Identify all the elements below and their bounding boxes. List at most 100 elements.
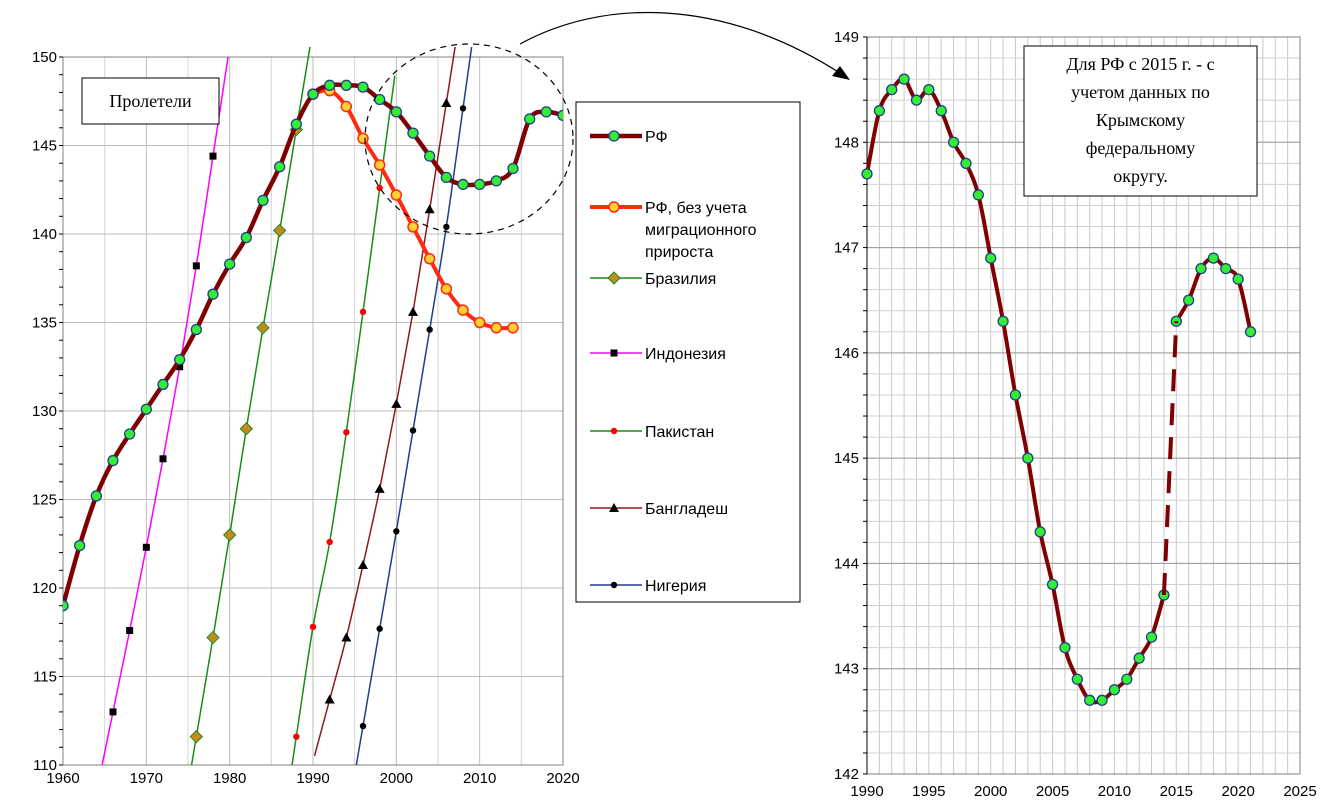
y-tick-label: 149	[834, 29, 859, 46]
data-point	[391, 398, 402, 408]
legend-label: Бангладеш	[645, 501, 728, 518]
data-point	[393, 528, 400, 535]
data-point	[240, 231, 252, 244]
series-line-7	[355, 47, 473, 765]
y-tick-label: 140	[32, 226, 57, 243]
x-tick-label: 2010	[463, 770, 496, 787]
data-point	[886, 83, 898, 96]
data-point	[357, 81, 369, 93]
right-chart: 1990 1995 2000 2005 2010 2015 2020 2025 142 143 14…	[834, 29, 1317, 800]
legend-label: миграционного	[645, 222, 757, 239]
x-tick-label: 2020	[546, 770, 579, 787]
data-point	[1009, 389, 1022, 401]
data-point	[272, 223, 287, 238]
data-point	[424, 204, 435, 214]
x-tick-label: 2000	[380, 770, 413, 787]
data-point	[74, 539, 86, 552]
data-point	[90, 490, 102, 502]
legend-marker	[609, 503, 619, 512]
data-point	[109, 708, 117, 716]
legend-marker	[608, 130, 620, 142]
x-tick-label: 2020	[1221, 783, 1254, 800]
data-point	[274, 161, 286, 173]
data-point	[947, 136, 960, 148]
data-point	[290, 118, 302, 130]
data-point	[63, 600, 69, 612]
data-point	[1195, 262, 1207, 275]
y-tick-label: 150	[32, 49, 57, 66]
legend-marker	[607, 271, 621, 285]
data-point	[873, 105, 886, 117]
data-point	[540, 106, 552, 118]
link-arrow-head	[832, 66, 850, 80]
data-point	[408, 306, 418, 316]
data-point	[190, 323, 202, 336]
data-point	[142, 543, 150, 551]
series-line-5	[291, 75, 396, 765]
data-point	[1071, 673, 1083, 685]
data-point	[1084, 694, 1096, 706]
data-point	[324, 694, 335, 704]
data-point	[557, 109, 563, 122]
y-tick-label: 115	[33, 669, 57, 686]
data-point	[307, 88, 319, 100]
data-point	[390, 106, 402, 118]
data-point	[409, 427, 417, 434]
x-tick-label: 1990	[850, 783, 883, 800]
series-line-6	[313, 47, 456, 757]
data-point	[176, 363, 184, 371]
legend-label: прироста	[645, 244, 713, 261]
data-point	[1022, 452, 1034, 464]
data-point	[985, 252, 997, 264]
legend-label: Пакистан	[645, 424, 714, 441]
data-point	[507, 322, 519, 334]
data-point	[407, 127, 419, 139]
y-tick-label: 142	[834, 766, 859, 783]
legend-marker	[610, 427, 618, 435]
data-point	[189, 729, 204, 744]
y-tick-label: 125	[32, 492, 57, 509]
data-point	[376, 625, 383, 632]
series-line-4	[101, 56, 229, 765]
data-point	[326, 538, 333, 546]
legend-label: Бразилия	[645, 271, 716, 288]
annotation-text: Пролетели	[109, 91, 192, 111]
data-point	[341, 632, 352, 642]
x-tick-label: 1995	[912, 783, 945, 800]
data-point	[407, 221, 419, 233]
data-point	[441, 98, 452, 108]
data-point	[1096, 694, 1108, 706]
data-point	[1232, 273, 1244, 285]
data-point	[1121, 673, 1133, 685]
data-point	[357, 132, 369, 145]
data-point	[490, 322, 503, 334]
data-point	[358, 559, 368, 569]
y-tick-label: 135	[32, 315, 57, 332]
data-point	[423, 253, 436, 265]
data-point	[1108, 684, 1121, 696]
x-tick-label: 2000	[974, 783, 1007, 800]
data-point	[1046, 578, 1059, 591]
data-point	[1133, 652, 1145, 664]
legend-marker	[608, 201, 620, 213]
annotation-box	[81, 77, 220, 125]
data-point	[1034, 526, 1046, 538]
data-point	[898, 73, 910, 85]
x-tick-label: 2015	[1160, 783, 1193, 800]
legend-label: Нигерия	[645, 578, 706, 595]
left-chart: 1960 1970 1980 1990 2000 2010 2020 110 115 120 125…	[32, 43, 801, 787]
data-point	[174, 354, 186, 366]
annotation-text: Для РФ с 2015 г. - с	[1066, 54, 1214, 74]
data-point	[192, 262, 200, 270]
annotation-text: Крымскому	[1096, 110, 1185, 130]
data-point	[373, 159, 386, 171]
legend-label: Индонезия	[645, 346, 726, 363]
data-point	[440, 283, 453, 295]
data-point	[239, 421, 254, 436]
data-point	[473, 316, 486, 329]
y-tick-label: 110	[33, 757, 57, 774]
series-dashed-link	[1161, 321, 1179, 596]
legend-label: РФ	[645, 129, 668, 146]
y-tick-label: 146	[834, 345, 859, 362]
